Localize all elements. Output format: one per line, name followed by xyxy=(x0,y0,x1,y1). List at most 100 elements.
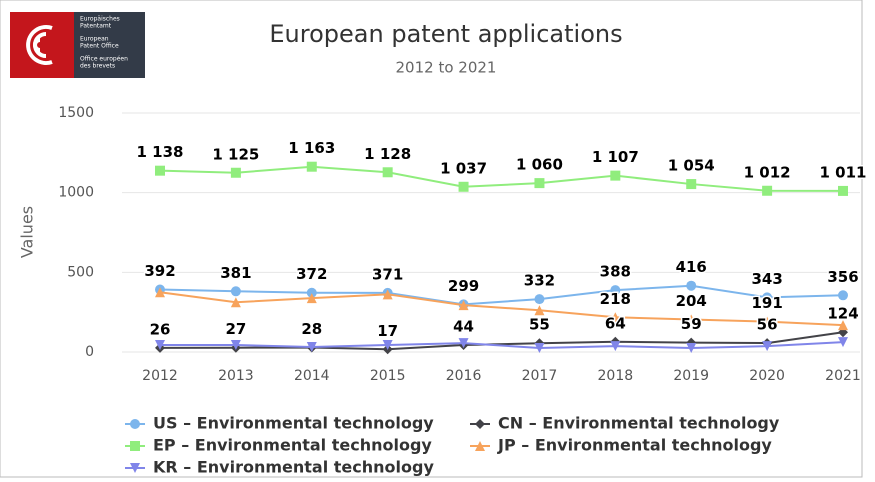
x-tick-label: 2018 xyxy=(598,368,634,384)
marker xyxy=(230,297,241,308)
marker xyxy=(838,185,848,196)
marker xyxy=(306,161,317,172)
data-label: 388 xyxy=(600,263,631,281)
series xyxy=(155,337,848,354)
marker xyxy=(155,287,165,298)
marker xyxy=(306,342,317,353)
marker xyxy=(762,292,773,303)
marker xyxy=(534,178,545,189)
data-label: 64 xyxy=(605,314,626,332)
logo-line: Patentamt xyxy=(80,23,112,30)
data-label: 55 xyxy=(529,316,550,334)
x-tick-label: 2014 xyxy=(294,368,330,384)
logo-mark xyxy=(10,12,74,78)
marker xyxy=(838,337,848,348)
data-label: 392 xyxy=(144,262,175,280)
marker xyxy=(458,338,469,349)
data-label: 1 107 xyxy=(592,148,639,166)
data-label: 416 xyxy=(676,258,707,276)
x-tick-label: 2013 xyxy=(218,368,254,384)
series-line xyxy=(159,284,844,306)
data-label: 1 012 xyxy=(744,163,791,181)
marker xyxy=(686,343,697,354)
marker xyxy=(382,167,393,178)
y-tick-label: 0 xyxy=(85,344,94,360)
marker xyxy=(130,419,140,429)
x-tick-label: 2019 xyxy=(673,368,709,384)
marker xyxy=(475,441,485,451)
marker xyxy=(130,463,140,473)
marker xyxy=(686,179,697,190)
logo-text: Europäisches Patentamt European Patent O… xyxy=(80,16,128,70)
marker xyxy=(610,285,621,296)
data-label: 59 xyxy=(681,315,702,333)
data-label: 332 xyxy=(524,272,555,290)
logo-line: Patent Office xyxy=(80,43,119,50)
data-label: 204 xyxy=(676,292,707,310)
data-label: 1 128 xyxy=(364,145,411,163)
marker xyxy=(306,293,317,304)
marker xyxy=(458,181,469,192)
data-label: 1 011 xyxy=(820,163,867,181)
data-label: 371 xyxy=(372,265,403,283)
marker xyxy=(686,280,697,291)
marker xyxy=(382,339,393,350)
logo-line: European xyxy=(80,36,109,43)
marker xyxy=(458,300,469,311)
data-label: 44 xyxy=(453,317,474,335)
data-label: 1 163 xyxy=(288,139,335,157)
data-label: 218 xyxy=(600,290,631,308)
y-tick-label: 1500 xyxy=(58,105,94,121)
logo-icon xyxy=(26,25,53,65)
data-label: 1 037 xyxy=(440,159,487,177)
data-label: 1 138 xyxy=(137,143,184,161)
legend-label: JP – Environmental technology xyxy=(497,436,772,455)
x-tick-label: 2021 xyxy=(825,368,861,384)
x-tick-label: 2016 xyxy=(446,368,482,384)
logo-panel xyxy=(74,12,145,78)
data-label: 28 xyxy=(301,320,322,338)
marker xyxy=(130,441,140,451)
marker xyxy=(155,165,165,176)
logo-line: des brevets xyxy=(80,63,115,70)
legend-label: KR – Environmental technology xyxy=(153,458,434,477)
x-tick-label: 2020 xyxy=(749,368,785,384)
legend-label: US – Environmental technology xyxy=(153,414,434,433)
marker xyxy=(610,341,621,352)
x-tick-label: 2015 xyxy=(370,368,406,384)
data-label: 356 xyxy=(827,268,858,286)
series-line xyxy=(159,165,844,192)
marker xyxy=(230,339,241,350)
data-label: 27 xyxy=(225,320,246,338)
data-label: 1 054 xyxy=(668,157,715,175)
marker xyxy=(230,167,241,178)
marker xyxy=(475,419,485,429)
legend-label: EP – Environmental technology xyxy=(153,436,432,455)
chart-subtitle: 2012 to 2021 xyxy=(396,59,497,77)
data-label: 299 xyxy=(448,277,479,295)
series-line xyxy=(159,291,844,327)
marker xyxy=(686,314,697,325)
data-label: 1 060 xyxy=(516,156,563,174)
marker xyxy=(230,286,241,297)
logo-line: Europäisches xyxy=(80,16,120,23)
marker xyxy=(610,312,621,323)
series-line xyxy=(160,341,844,350)
marker xyxy=(306,287,317,298)
data-label: 26 xyxy=(150,320,171,338)
data-label: 56 xyxy=(757,316,778,334)
marker xyxy=(838,320,848,331)
marker xyxy=(762,185,773,196)
marker xyxy=(610,170,621,181)
marker xyxy=(155,339,165,350)
data-label: 17 xyxy=(377,322,398,340)
marker xyxy=(762,341,773,352)
data-label: 343 xyxy=(751,270,782,288)
series xyxy=(155,287,848,331)
chart-title: European patent applications xyxy=(269,20,622,48)
data-label: 124 xyxy=(827,305,858,323)
logo-line: Office européen xyxy=(80,56,128,63)
y-tick-label: 500 xyxy=(67,264,94,280)
marker xyxy=(534,343,545,354)
